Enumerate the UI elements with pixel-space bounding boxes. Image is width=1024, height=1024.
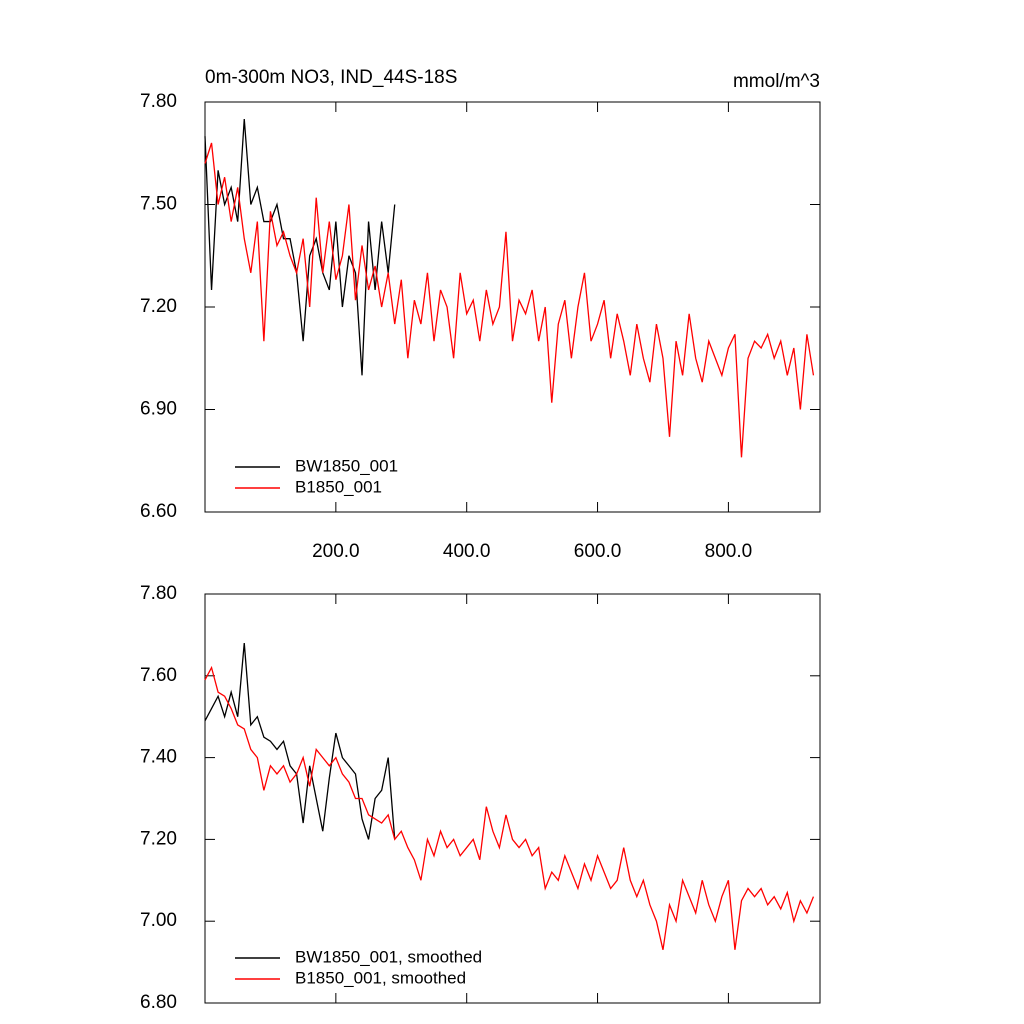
units-label: mmol/m^3 [733, 71, 820, 92]
x-tick-label: 600.0 [574, 541, 622, 562]
data-line [204, 142, 815, 458]
y-tick-label: 7.80 [140, 583, 177, 604]
y-tick-label: 7.20 [140, 296, 177, 317]
y-tick-label: 7.60 [140, 665, 177, 686]
x-tick-label: 200.0 [312, 541, 360, 562]
x-tick-label: 400.0 [443, 541, 491, 562]
y-tick-label: 7.00 [140, 910, 177, 931]
plot-frame [204, 593, 821, 1004]
data-line [204, 643, 396, 840]
data-line [204, 665, 815, 950]
x-tick-label: 800.0 [705, 541, 753, 562]
y-tick-label: 7.20 [140, 828, 177, 849]
legend-label: BW1850_001, smoothed [295, 947, 482, 966]
y-tick-label: 6.60 [140, 501, 177, 522]
y-tick-label: 6.90 [140, 399, 177, 420]
legend-label: B1850_001, smoothed [295, 968, 466, 987]
data-line [204, 119, 396, 376]
chart-title: 0m-300m NO3, IND_44S-18S [205, 67, 457, 88]
y-tick-label: 7.40 [140, 747, 177, 768]
legend-label: BW1850_001 [295, 456, 398, 475]
legend-label: B1850_001 [295, 477, 382, 496]
plot-frame [204, 101, 821, 513]
y-tick-label: 7.50 [140, 194, 177, 215]
y-tick-label: 6.80 [140, 992, 177, 1013]
y-tick-label: 7.80 [140, 91, 177, 112]
